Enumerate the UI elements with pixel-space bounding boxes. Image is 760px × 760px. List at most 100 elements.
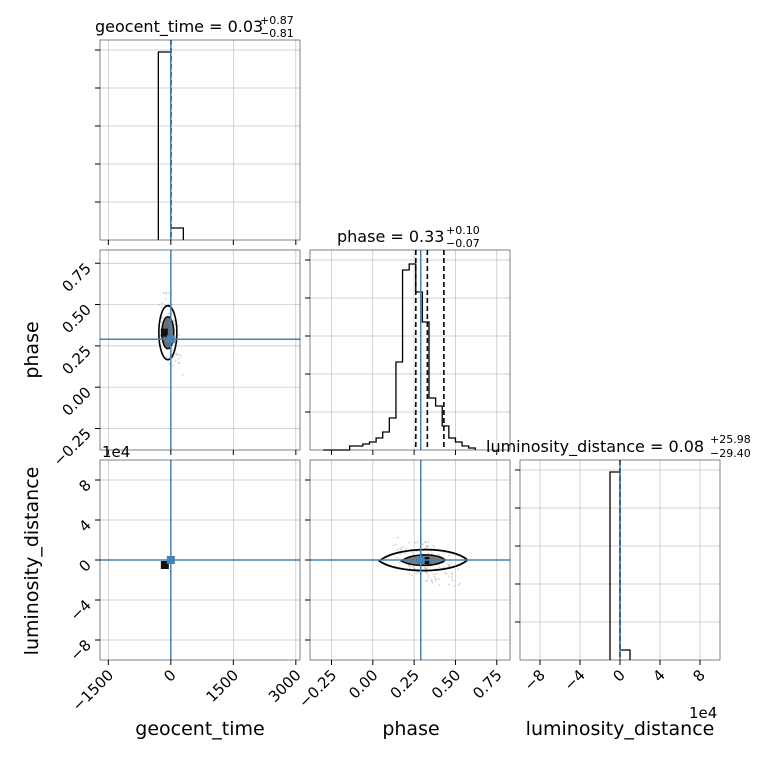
scatter-point-2-1 <box>450 562 453 564</box>
injection-marker-luminosity-distance-phase <box>416 556 425 564</box>
scatter-point-2-1 <box>402 545 404 548</box>
xtick-label-phase-3: 0.50 <box>428 666 464 702</box>
xtick-label-phase-2: 0.25 <box>387 666 423 702</box>
xtick-label-geocent-time-0: −1500 <box>69 666 118 715</box>
ylabel-phase: phase <box>21 321 43 378</box>
ytick-label-phase-0: −0.25 <box>50 425 95 470</box>
scatter-point-2-1 <box>399 547 402 550</box>
scatter-point-2-1 <box>422 543 424 546</box>
scatter-point-1-0 <box>172 320 175 323</box>
scatter-point-2-1 <box>431 552 433 555</box>
title-luminosity-distance-minus: −29.40 <box>710 447 751 460</box>
scatter-point-2-1 <box>452 579 454 582</box>
scatter-point-2-1 <box>415 572 418 575</box>
scatter-point-2-1 <box>427 545 430 548</box>
scatter-point-1-0 <box>172 356 175 359</box>
scatter-point-1-0 <box>162 292 165 294</box>
scatter-point-2-1 <box>425 571 428 574</box>
injection-marker-phase-geocent-time <box>166 335 175 344</box>
scatter-point-2-1 <box>451 573 454 575</box>
scatter-point-1-0 <box>174 360 177 363</box>
scatter-point-2-1 <box>408 564 410 567</box>
offset-label-x-luminosity-distance: 1e4 <box>689 704 717 722</box>
scatter-point-2-1 <box>414 541 417 544</box>
title-luminosity-distance-plus: +25.98 <box>710 433 751 446</box>
scatter-point-2-1 <box>450 576 453 579</box>
xtick-label-luminosity-distance-4: 8 <box>689 666 708 685</box>
ytick-label-phase-2: 0.25 <box>58 342 94 378</box>
ytick-label-luminosity-distance-0: −8 <box>66 636 94 664</box>
histogram-phase <box>323 263 476 451</box>
scatter-point-2-1 <box>442 566 445 568</box>
scatter-point-2-1 <box>456 568 459 570</box>
xlabel-luminosity-distance: luminosity_distance <box>526 718 715 740</box>
scatter-point-2-1 <box>431 580 433 582</box>
scatter-point-2-1 <box>433 575 436 578</box>
scatter-point-2-1 <box>436 577 439 580</box>
panel-frame-1-1 <box>309 249 511 451</box>
xtick-label-phase-0: −0.25 <box>295 666 340 711</box>
scatter-point-2-1 <box>425 571 428 573</box>
panel-frame-0-0 <box>99 39 301 241</box>
scatter-point-1-0 <box>173 323 176 325</box>
scatter-point-2-1 <box>457 584 460 586</box>
scatter-point-1-0 <box>178 362 181 364</box>
scatter-point-2-1 <box>396 548 399 551</box>
title-phase-minus: −0.07 <box>446 237 480 250</box>
scatter-point-2-1 <box>432 573 435 576</box>
scatter-point-2-1 <box>431 581 434 584</box>
scatter-point-2-1 <box>411 574 414 577</box>
scatter-point-1-0 <box>167 303 170 306</box>
injection-marker-luminosity-distance-geocent-time <box>166 556 175 564</box>
scatter-point-2-1 <box>453 585 456 587</box>
scatter-point-2-1 <box>425 568 428 570</box>
ytick-label-luminosity-distance-1: −4 <box>66 596 94 624</box>
scatter-point-2-1 <box>427 576 430 579</box>
scatter-point-2-1 <box>424 547 427 550</box>
scatter-point-1-0 <box>171 303 174 306</box>
scatter-point-1-0 <box>176 354 179 356</box>
scatter-point-1-0 <box>160 306 163 309</box>
scatter-point-2-1 <box>400 548 403 551</box>
offset-label-y-luminosity-distance: 1e4 <box>102 443 130 461</box>
title-phase-plus: +0.10 <box>446 224 480 237</box>
scatter-point-2-1 <box>443 552 445 554</box>
scatter-point-2-1 <box>433 546 435 549</box>
scatter-point-2-1 <box>447 575 450 578</box>
scatter-point-1-0 <box>167 312 170 315</box>
scatter-point-2-1 <box>424 580 427 583</box>
scatter-point-2-1 <box>424 567 426 570</box>
title-geocent-time-plus: +0.87 <box>260 14 294 27</box>
xtick-label-luminosity-distance-2: 0 <box>609 666 628 685</box>
scatter-point-2-1 <box>417 571 420 574</box>
scatter-point-2-1 <box>448 564 451 567</box>
xtick-label-luminosity-distance-1: −4 <box>560 666 588 694</box>
ylabel-luminosity-distance: luminosity_distance <box>21 467 43 656</box>
scatter-point-2-1 <box>432 544 435 547</box>
scatter-point-2-1 <box>405 547 408 550</box>
scatter-point-2-1 <box>398 561 400 564</box>
title-geocent-time: geocent_time = 0.03 <box>95 17 263 37</box>
scatter-point-2-1 <box>448 554 451 557</box>
title-geocent-time-minus: −0.81 <box>260 27 294 40</box>
scatter-point-1-0 <box>160 320 163 323</box>
scatter-point-2-1 <box>424 567 427 570</box>
panel-frame-1-0 <box>99 249 301 451</box>
scatter-point-2-1 <box>408 565 411 568</box>
scatter-point-1-0 <box>160 317 163 320</box>
scatter-point-1-0 <box>173 319 176 322</box>
scatter-point-2-1 <box>426 552 429 555</box>
scatter-point-2-1 <box>448 564 451 566</box>
ytick-label-luminosity-distance-4: 8 <box>75 476 94 495</box>
scatter-point-2-1 <box>392 544 395 547</box>
scatter-point-1-0 <box>177 361 180 364</box>
scatter-point-2-1 <box>416 541 419 544</box>
xtick-label-luminosity-distance-3: 4 <box>649 666 668 685</box>
scatter-point-2-1 <box>434 577 437 580</box>
scatter-point-1-0 <box>160 317 163 319</box>
scatter-point-2-1 <box>450 571 453 574</box>
scatter-point-1-0 <box>165 292 168 295</box>
scatter-point-2-1 <box>424 540 427 543</box>
xtick-label-phase-1: 0.00 <box>345 666 381 702</box>
ytick-label-luminosity-distance-2: 0 <box>75 556 94 575</box>
